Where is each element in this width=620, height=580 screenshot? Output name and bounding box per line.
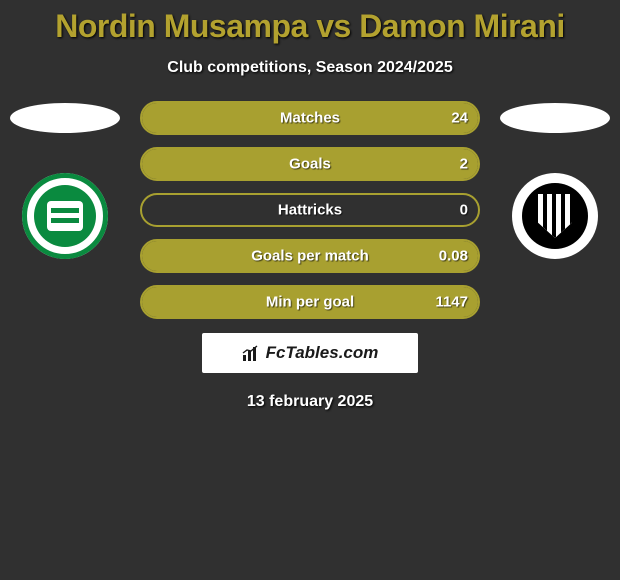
stat-rows: Matches 24 Goals 2 Hattricks 0 Goals per match… — [140, 101, 480, 319]
stats-area: Matches 24 Goals 2 Hattricks 0 Goals per match… — [0, 101, 620, 321]
infographic-root: Nordin Musampa vs Damon Mirani Club comp… — [0, 0, 620, 411]
right-player-name-oval — [500, 103, 610, 133]
brand-text: FcTables.com — [266, 343, 379, 363]
stat-value-right: 24 — [451, 110, 468, 127]
stat-row: Hattricks 0 — [140, 193, 480, 227]
stat-row: Goals per match 0.08 — [140, 239, 480, 273]
right-player-panel — [490, 101, 620, 321]
stat-label: Goals — [289, 156, 331, 173]
stat-row: Goals 2 — [140, 147, 480, 181]
right-club-logo — [512, 173, 598, 259]
fctables-chart-icon — [242, 344, 260, 362]
stat-label: Goals per match — [251, 248, 369, 265]
stat-row: Min per goal 1147 — [140, 285, 480, 319]
groningen-logo-icon — [22, 173, 108, 259]
page-title: Nordin Musampa vs Damon Mirani — [0, 0, 620, 45]
stat-value-right: 0.08 — [439, 248, 468, 265]
stat-value-right: 2 — [460, 156, 468, 173]
subtitle: Club competitions, Season 2024/2025 — [0, 59, 620, 77]
stat-row: Matches 24 — [140, 101, 480, 135]
left-player-panel — [0, 101, 130, 321]
stat-label: Matches — [280, 110, 340, 127]
heracles-logo-icon — [512, 173, 598, 259]
left-club-logo — [22, 173, 108, 259]
stat-label: Min per goal — [266, 294, 354, 311]
stat-value-right: 1147 — [435, 294, 468, 311]
left-player-name-oval — [10, 103, 120, 133]
brand-box: FcTables.com — [202, 333, 418, 373]
stat-label: Hattricks — [278, 202, 342, 219]
stat-value-right: 0 — [460, 202, 468, 219]
date-line: 13 february 2025 — [0, 393, 620, 411]
